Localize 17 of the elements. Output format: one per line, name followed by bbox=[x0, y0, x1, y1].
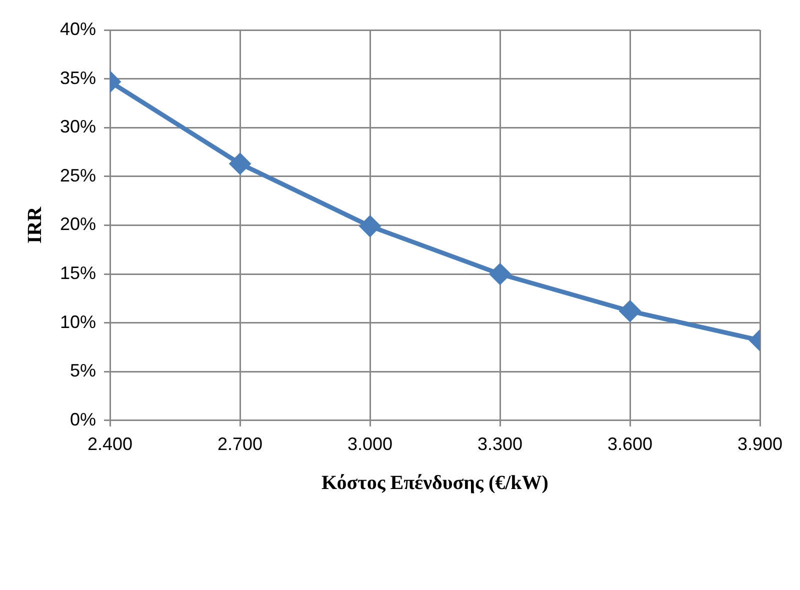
y-tick-label: 30% bbox=[60, 116, 96, 137]
y-axis-title: IRR bbox=[24, 206, 46, 244]
x-tick-label: 2.400 bbox=[88, 434, 133, 454]
x-tick-label: 3.600 bbox=[607, 434, 653, 454]
y-tick-label: 35% bbox=[60, 68, 96, 88]
x-axis-title: Κόστος Επένδυσης (€/kW) bbox=[322, 472, 548, 494]
y-tick-label: 25% bbox=[60, 165, 96, 186]
y-tick-label: 0% bbox=[70, 409, 96, 430]
x-tick-label: 3.300 bbox=[477, 434, 523, 454]
x-tick-label: 3.900 bbox=[737, 434, 783, 454]
y-tick-label: 20% bbox=[60, 214, 96, 234]
x-tick-label: 2.700 bbox=[218, 434, 263, 454]
y-tick-label: 10% bbox=[60, 312, 96, 332]
y-tick-label: 40% bbox=[60, 18, 96, 39]
x-tick-label: 3.000 bbox=[347, 434, 393, 454]
y-tick-label: 5% bbox=[70, 360, 96, 381]
y-tick-label: 15% bbox=[60, 262, 96, 283]
